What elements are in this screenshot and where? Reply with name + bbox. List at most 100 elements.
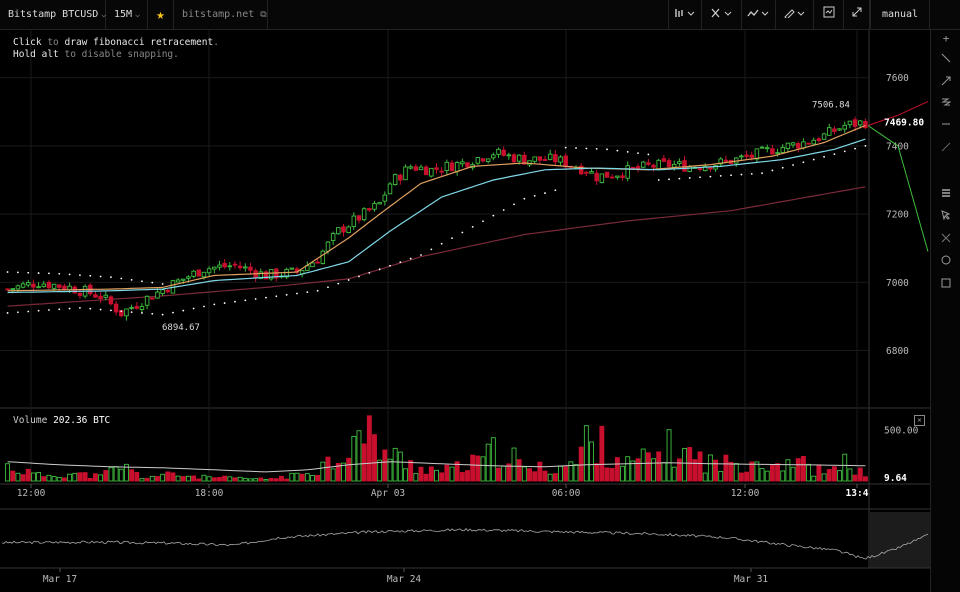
rectangle-tool-icon[interactable] <box>931 278 960 291</box>
sar-dot <box>833 153 836 155</box>
candle-body <box>480 158 486 162</box>
candle-body <box>310 262 315 268</box>
pencil-icon[interactable] <box>776 0 814 30</box>
circle-tool-icon[interactable] <box>931 255 960 268</box>
candle-body <box>542 159 548 161</box>
candle-body <box>423 166 429 176</box>
navigator-window <box>869 512 930 568</box>
volume-bar <box>718 470 724 482</box>
volume-bar <box>682 447 687 482</box>
candle-body <box>418 166 424 171</box>
cross-icon[interactable] <box>702 0 742 30</box>
volume-bar <box>186 475 191 482</box>
volume-bar <box>785 459 791 482</box>
sar-dot <box>48 272 50 275</box>
crosshair-tool-icon[interactable]: + <box>942 32 950 45</box>
sar-dot <box>802 161 805 164</box>
candle-body <box>563 155 568 168</box>
sar-dot <box>699 176 701 179</box>
candle-body <box>341 226 346 233</box>
sar-dot <box>358 275 360 278</box>
candle-body <box>852 119 858 127</box>
candle-body <box>785 142 791 149</box>
sar-dot <box>523 197 526 200</box>
sar-dot <box>27 310 30 313</box>
sar-dot <box>668 178 670 181</box>
candle-body <box>708 167 713 170</box>
sar-dot <box>585 147 588 150</box>
hint-key: Click <box>13 37 42 48</box>
volume-bar <box>123 463 129 482</box>
line-tool-icon[interactable] <box>931 53 960 66</box>
interval-selector[interactable]: 15M ⌵ <box>106 0 148 30</box>
sar-dot <box>378 268 381 271</box>
volume-bar <box>599 425 605 482</box>
indicator-overlays <box>6 101 929 316</box>
fib-tool-icon[interactable] <box>931 97 960 110</box>
volume-bar <box>351 436 357 482</box>
chart-labels: 7506.84 6894.67 7469.80 <box>162 100 924 333</box>
volume-bar <box>5 463 11 482</box>
volume-bar <box>413 473 419 482</box>
sar-dot <box>492 214 495 217</box>
volume-bar <box>728 461 734 482</box>
volume-bar <box>361 443 367 482</box>
volume-bar <box>552 473 558 482</box>
candle-body <box>806 142 811 145</box>
fullscreen-icon[interactable] <box>844 0 870 30</box>
volume-bar <box>165 471 171 482</box>
volume-bar <box>568 461 574 482</box>
candle-body <box>232 263 238 266</box>
close-icon[interactable]: ✕ <box>914 415 925 426</box>
source-link[interactable]: bitstamp.net ⧉ <box>174 0 268 30</box>
volume-bar <box>206 476 212 482</box>
candle-body <box>646 162 651 165</box>
volume-bar <box>666 429 672 482</box>
horizontal-line-tool-icon[interactable] <box>931 119 960 132</box>
volume-bar <box>248 478 253 482</box>
sar-dot <box>99 308 102 311</box>
volume-bar <box>800 456 806 482</box>
volume-bar <box>563 466 569 482</box>
volume-bar <box>346 457 352 482</box>
volume-bar <box>764 470 770 482</box>
symbol-selector[interactable]: Bitstamp BTCUSD ⌵ <box>0 0 106 30</box>
sar-dot <box>626 150 629 153</box>
volume-bar <box>180 476 186 482</box>
candle-type-icon[interactable] <box>668 0 702 30</box>
top-toolbar: Bitstamp BTCUSD ⌵ 15M ⌵ ★ bitstamp.net ⧉ m… <box>0 0 960 30</box>
text-tool-icon[interactable] <box>931 233 960 246</box>
volume-bar <box>754 461 760 482</box>
sar-dot <box>58 272 61 275</box>
candle-body <box>615 175 620 178</box>
cursor-tool-icon[interactable] <box>931 210 960 223</box>
indicator-icon[interactable] <box>742 0 776 30</box>
candle-body <box>77 292 83 296</box>
price-chart[interactable]: 6800 7000 7200 7400 7600 500.00 9.64 7506.84 68… <box>0 30 930 592</box>
candle-body <box>764 147 770 150</box>
chart-settings-icon[interactable] <box>814 0 844 30</box>
star-icon[interactable]: ★ <box>148 0 174 30</box>
volume-bar <box>237 476 243 482</box>
candle-body <box>165 289 171 293</box>
popout-icon: ⧉ <box>260 10 267 20</box>
candle-body <box>57 284 62 288</box>
volume-bar <box>501 465 507 482</box>
volume-bar <box>144 477 150 482</box>
candle-body <box>594 172 599 182</box>
volume-ma-line <box>7 461 866 473</box>
volume-bar <box>72 472 78 482</box>
scale-mode-button[interactable]: manual <box>870 0 930 30</box>
volume-bar <box>372 434 377 482</box>
pitchfork-tool-icon[interactable] <box>931 142 960 155</box>
volume-bar <box>439 472 445 482</box>
volume-bar <box>480 456 486 482</box>
sar-dot <box>575 147 577 149</box>
arrow-tool-icon[interactable] <box>931 76 960 89</box>
volume-bar <box>537 461 543 482</box>
candle-body <box>206 268 212 274</box>
sar-dot <box>854 147 856 150</box>
candle-body <box>289 267 295 270</box>
menu-tool-icon[interactable] <box>931 188 960 201</box>
candle-body <box>485 158 491 163</box>
